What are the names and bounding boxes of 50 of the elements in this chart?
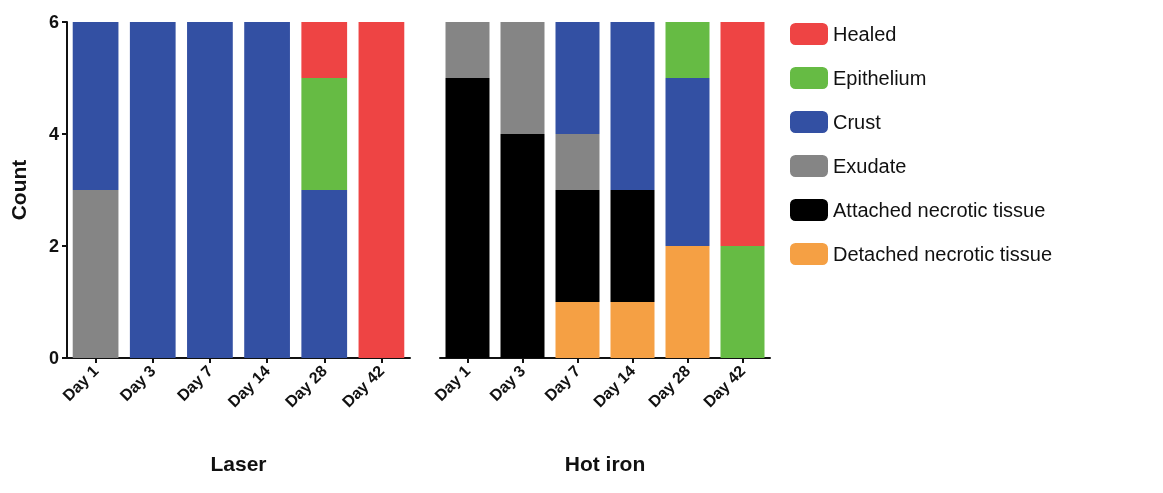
x-tick-label: Day 14 bbox=[224, 361, 274, 411]
bar bbox=[555, 190, 600, 302]
x-tick-label: Day 7 bbox=[173, 361, 216, 405]
bar bbox=[500, 22, 545, 134]
bar bbox=[555, 22, 600, 134]
bar bbox=[187, 22, 233, 358]
bar bbox=[720, 22, 765, 246]
bar bbox=[720, 246, 765, 358]
bar bbox=[301, 190, 348, 358]
x-tick-label: Day 7 bbox=[541, 361, 584, 405]
x-tick-label: Day 1 bbox=[431, 361, 474, 405]
y-tick-label: 4 bbox=[48, 124, 59, 144]
bar bbox=[665, 22, 710, 78]
y-tick-label: 2 bbox=[48, 236, 59, 256]
y-tick-label: 6 bbox=[48, 12, 59, 32]
x-tick-label: Day 42 bbox=[338, 361, 388, 411]
legend-label: Healed bbox=[833, 23, 897, 45]
x-axis-title: Laser bbox=[210, 452, 267, 475]
x-tick-label: Day 14 bbox=[590, 361, 639, 411]
bar bbox=[665, 246, 710, 358]
bar bbox=[301, 22, 348, 78]
bar bbox=[665, 78, 710, 246]
bar bbox=[445, 22, 490, 78]
x-tick-label: Day 1 bbox=[59, 361, 102, 405]
legend-label: Crust bbox=[833, 111, 882, 133]
bar bbox=[555, 134, 600, 190]
bar bbox=[500, 134, 545, 358]
x-tick-label: Day 3 bbox=[116, 361, 159, 405]
bar bbox=[244, 22, 290, 358]
bar bbox=[358, 22, 405, 358]
bar bbox=[610, 190, 655, 302]
bar bbox=[610, 302, 655, 358]
x-tick-label: Day 28 bbox=[645, 361, 694, 411]
bar bbox=[72, 22, 119, 190]
x-tick-label: Day 28 bbox=[281, 361, 331, 411]
y-tick-label: 0 bbox=[48, 348, 59, 368]
x-tick-label: Day 3 bbox=[486, 361, 529, 405]
bar bbox=[555, 302, 600, 358]
legend-label: Attached necrotic tissue bbox=[833, 199, 1046, 221]
x-tick-label: Day 42 bbox=[700, 361, 749, 411]
bar bbox=[72, 190, 119, 358]
x-axis-title: Hot iron bbox=[564, 452, 646, 475]
bar bbox=[301, 78, 348, 190]
legend-label: Exudate bbox=[833, 155, 907, 177]
legend-label: Detached necrotic tissue bbox=[833, 243, 1053, 265]
bar bbox=[445, 78, 490, 358]
y-axis-title: Count bbox=[7, 159, 30, 221]
bar bbox=[129, 22, 176, 358]
legend-label: Epithelium bbox=[833, 67, 927, 89]
bar bbox=[610, 22, 655, 190]
